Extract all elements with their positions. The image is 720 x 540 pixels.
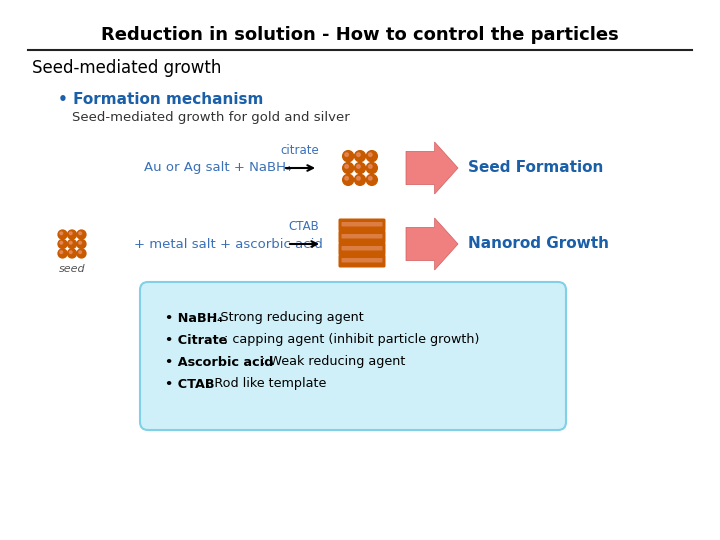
Circle shape [345, 165, 348, 168]
Circle shape [60, 241, 63, 244]
Text: CTAB: CTAB [289, 220, 320, 233]
Polygon shape [406, 142, 458, 194]
Text: • Ascorbic acid: • Ascorbic acid [165, 355, 274, 368]
Circle shape [77, 249, 86, 258]
Circle shape [366, 151, 377, 161]
Text: + metal salt + ascorbic acid: + metal salt + ascorbic acid [134, 238, 323, 251]
Circle shape [356, 177, 360, 180]
Circle shape [343, 151, 354, 161]
Circle shape [58, 230, 67, 239]
Circle shape [77, 240, 86, 248]
FancyBboxPatch shape [341, 222, 382, 226]
Circle shape [79, 241, 81, 244]
Circle shape [354, 163, 366, 173]
FancyBboxPatch shape [338, 254, 385, 267]
Circle shape [369, 165, 372, 168]
Text: Seed Formation: Seed Formation [468, 160, 603, 176]
Polygon shape [406, 218, 458, 270]
Circle shape [345, 153, 348, 157]
FancyBboxPatch shape [338, 242, 385, 255]
Text: • Citrate: • Citrate [165, 334, 228, 347]
Circle shape [356, 153, 360, 157]
Text: • NaBH₄: • NaBH₄ [165, 312, 223, 325]
FancyBboxPatch shape [341, 246, 382, 251]
Circle shape [369, 177, 372, 180]
Circle shape [79, 251, 81, 254]
Circle shape [69, 251, 72, 254]
Text: ; capping agent (inhibit particle growth): ; capping agent (inhibit particle growth… [220, 334, 480, 347]
Circle shape [68, 240, 76, 248]
FancyBboxPatch shape [140, 282, 566, 430]
Text: Au or Ag salt + NaBH₄: Au or Ag salt + NaBH₄ [145, 161, 292, 174]
Circle shape [354, 151, 366, 161]
Circle shape [354, 174, 366, 185]
Circle shape [356, 165, 360, 168]
Text: Reduction in solution - How to control the particles: Reduction in solution - How to control t… [101, 26, 619, 44]
Circle shape [369, 153, 372, 157]
Circle shape [345, 177, 348, 180]
Text: Seed-mediated growth: Seed-mediated growth [32, 59, 221, 77]
Text: ; Strong reducing agent: ; Strong reducing agent [208, 312, 364, 325]
Circle shape [366, 163, 377, 173]
Text: seed: seed [59, 264, 85, 274]
Text: ; Rod like template: ; Rod like template [202, 377, 326, 390]
Circle shape [79, 232, 81, 235]
Circle shape [60, 251, 63, 254]
Circle shape [68, 249, 76, 258]
Text: • CTAB: • CTAB [165, 377, 215, 390]
Text: Seed-mediated growth for gold and silver: Seed-mediated growth for gold and silver [72, 111, 350, 125]
Circle shape [58, 240, 67, 248]
Text: Nanorod Growth: Nanorod Growth [468, 237, 609, 252]
Circle shape [60, 232, 63, 235]
Circle shape [69, 241, 72, 244]
Circle shape [69, 232, 72, 235]
Circle shape [343, 174, 354, 185]
FancyBboxPatch shape [341, 234, 382, 239]
Circle shape [77, 230, 86, 239]
Text: citrate: citrate [281, 144, 320, 157]
FancyBboxPatch shape [338, 231, 385, 244]
Circle shape [343, 163, 354, 173]
Circle shape [366, 174, 377, 185]
Text: • Formation mechanism: • Formation mechanism [58, 92, 264, 107]
Circle shape [58, 249, 67, 258]
Circle shape [68, 230, 76, 239]
FancyBboxPatch shape [338, 219, 385, 232]
FancyBboxPatch shape [341, 258, 382, 262]
Text: ; Weak reducing agent: ; Weak reducing agent [257, 355, 405, 368]
